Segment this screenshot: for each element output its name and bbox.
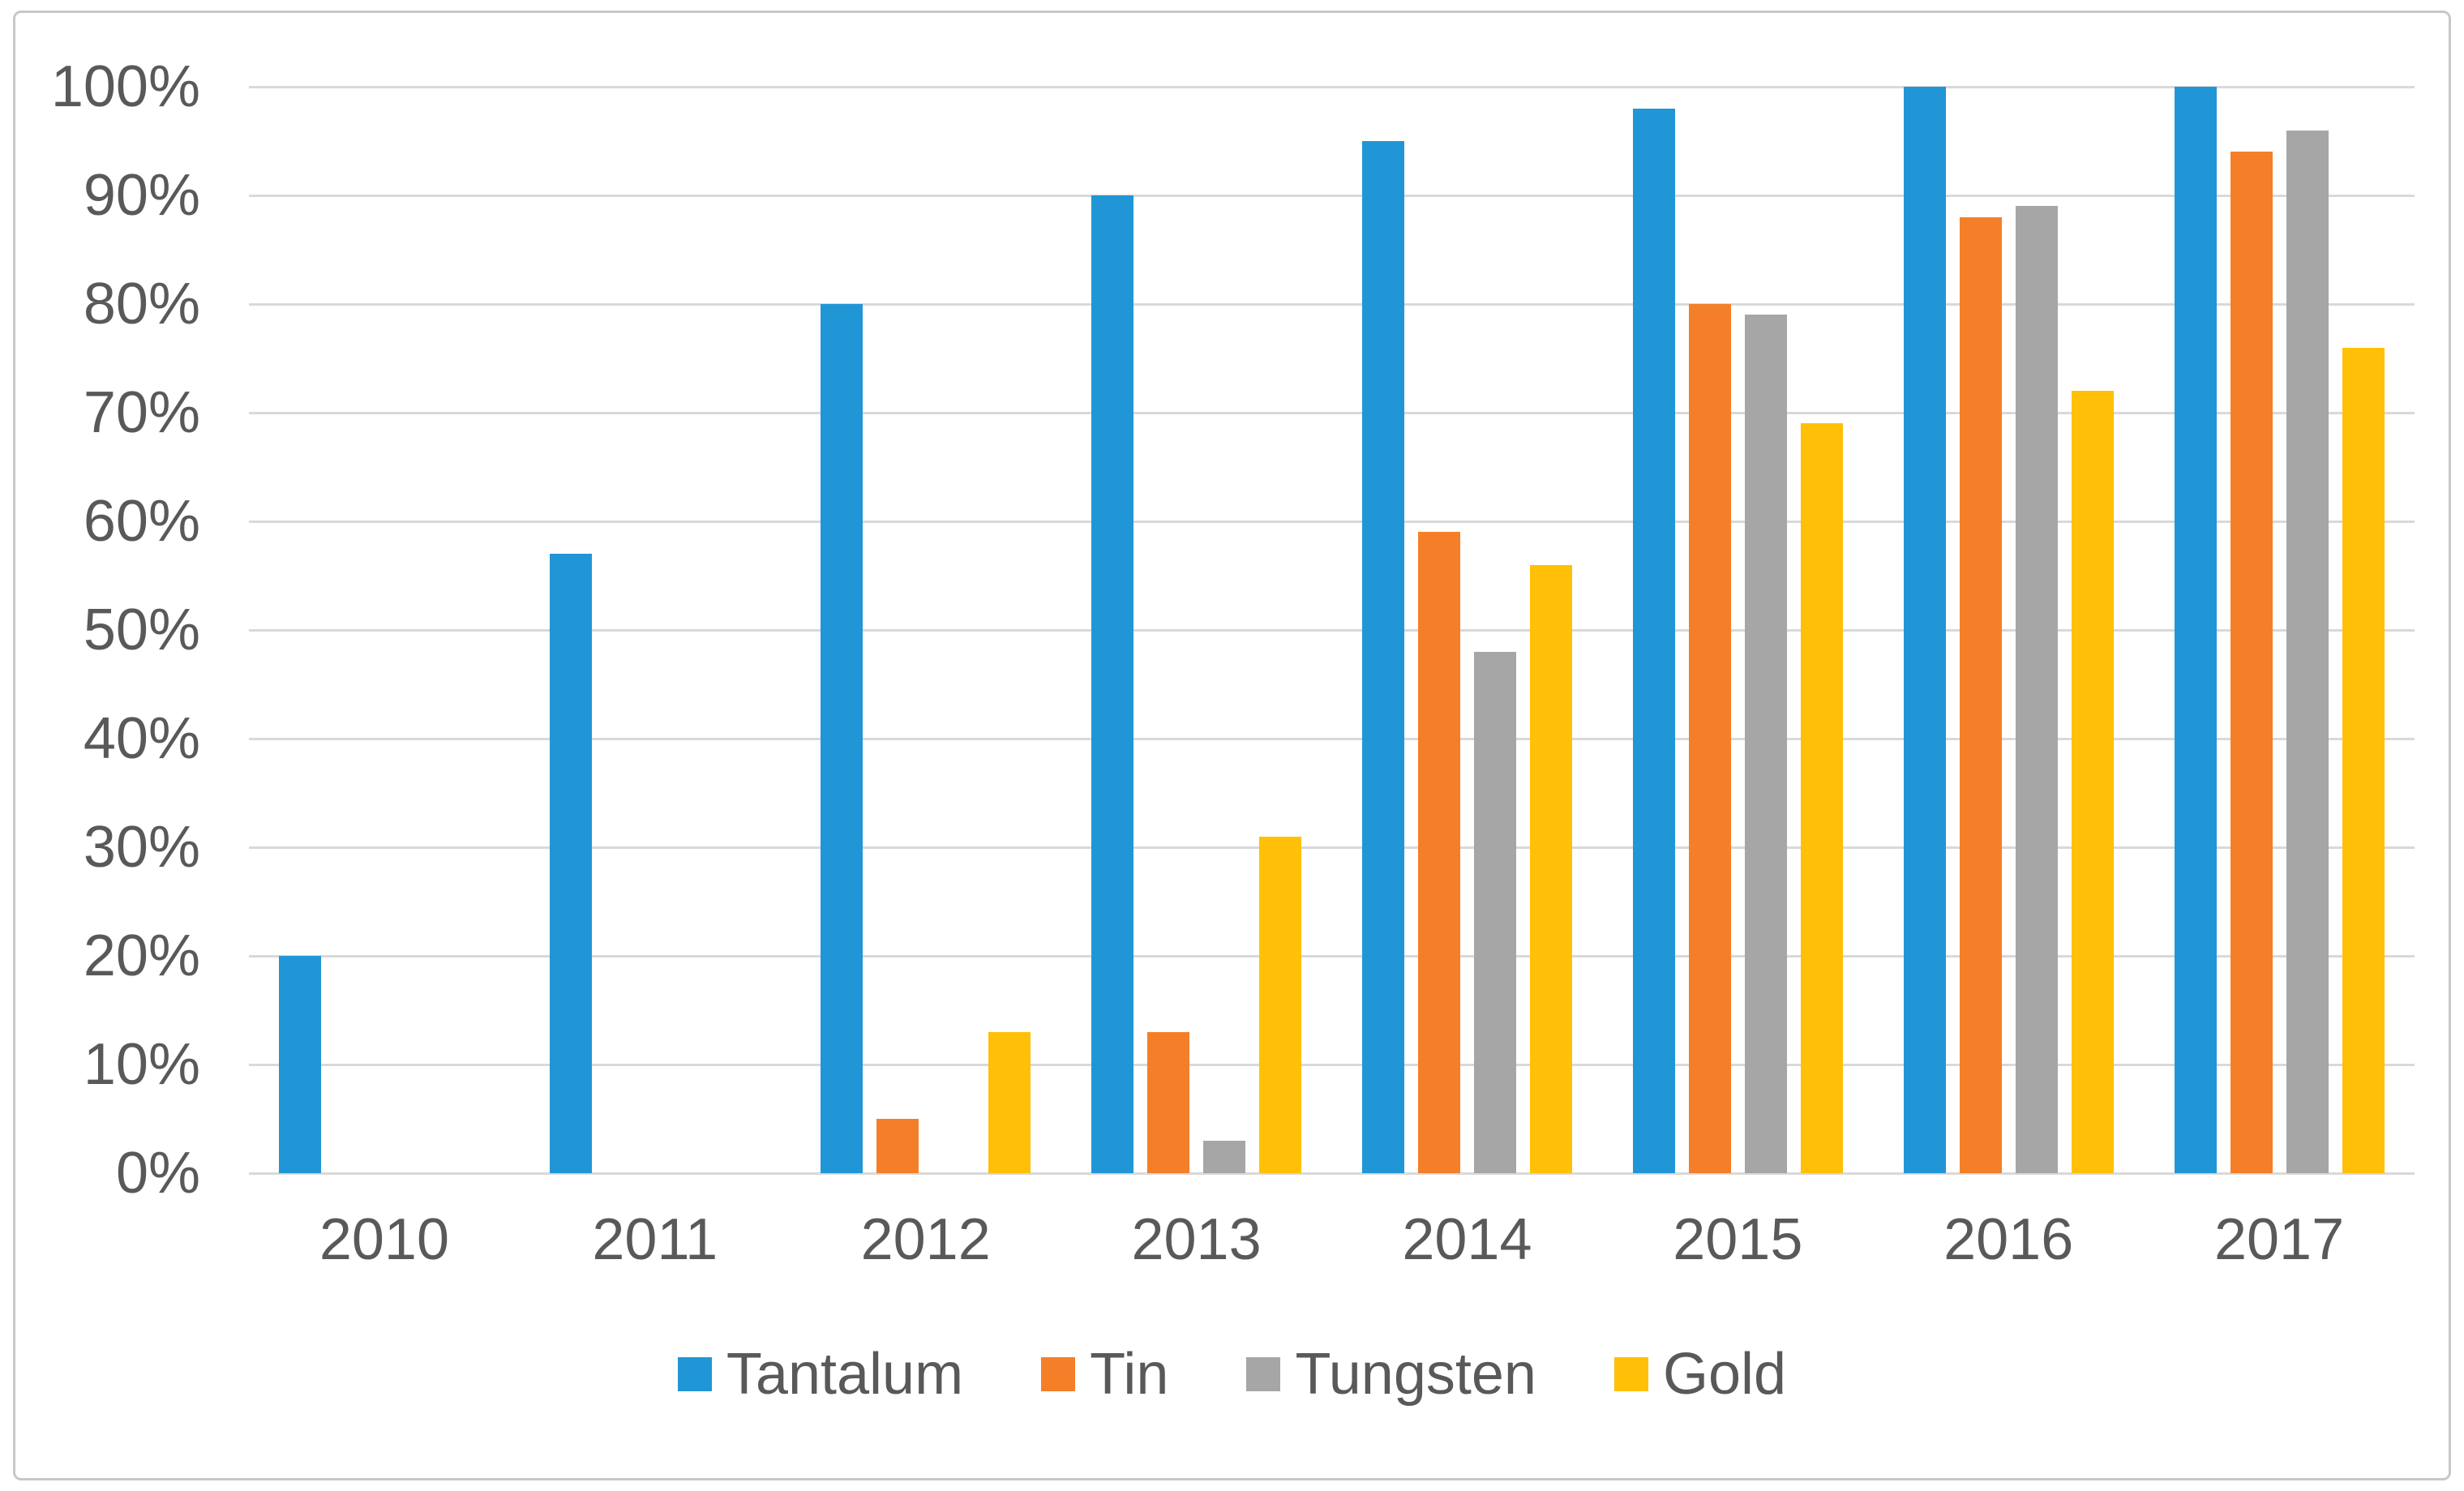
y-axis-tick-label: 40%: [83, 706, 200, 771]
y-axis-tick-label: 90%: [83, 163, 200, 228]
bar-group-2010: [249, 87, 520, 1173]
bar-tantalum-2015: [1632, 108, 1675, 1173]
bar-tungsten-2014: [1473, 651, 1516, 1173]
bar-tungsten-2016: [2015, 206, 2058, 1173]
bar-tin-2017: [2230, 152, 2273, 1173]
legend-item-tantalum: Tantalum: [677, 1341, 964, 1407]
bar-group-2011: [520, 87, 791, 1173]
x-axis-label-2011: 2011: [592, 1207, 718, 1272]
bar-group-2014: [1332, 87, 1603, 1173]
bar-gold-2016: [2071, 391, 2114, 1173]
gridline: [249, 85, 2415, 88]
bar-tin-2014: [1417, 532, 1460, 1173]
bar-tantalum-2017: [2174, 87, 2217, 1173]
gridline: [249, 954, 2415, 958]
legend-label: Tantalum: [726, 1342, 964, 1407]
bar-tantalum-2011: [550, 554, 593, 1173]
legend-label: Gold: [1662, 1342, 1787, 1407]
bar-tantalum-2012: [821, 304, 863, 1173]
bar-group-2016: [1873, 87, 2144, 1173]
bar-tantalum-2013: [1091, 195, 1134, 1173]
x-axis-label-2014: 2014: [1402, 1207, 1532, 1272]
bar-gold-2014: [1529, 564, 1572, 1173]
gridline: [249, 302, 2415, 306]
legend-swatch-tantalum: [677, 1357, 712, 1391]
gridline: [249, 1172, 2415, 1175]
y-axis-tick-label: 50%: [83, 598, 200, 662]
bar-gold-2012: [988, 1031, 1031, 1173]
bar-group-2012: [791, 87, 1061, 1173]
y-axis-tick-label: 20%: [83, 923, 200, 988]
bar-tungsten-2013: [1203, 1140, 1246, 1173]
gridline: [249, 628, 2415, 632]
x-axis: 2010 2011 2012 2013 2014 2015 2016 2017: [249, 1206, 2415, 1287]
bar-tin-2016: [1959, 216, 2002, 1173]
x-axis-label-2017: 2017: [2213, 1207, 2345, 1272]
x-axis-label-2012: 2012: [860, 1207, 991, 1272]
legend-label: Tin: [1090, 1342, 1169, 1407]
bar-tin-2012: [876, 1119, 919, 1173]
x-axis-label-2010: 2010: [319, 1207, 450, 1272]
plot-area: [249, 85, 2415, 1175]
bar-group-2015: [1602, 87, 1873, 1173]
bar-group-2013: [1061, 87, 1332, 1173]
legend-item-gold: Gold: [1613, 1341, 1787, 1407]
legend-swatch-tin: [1041, 1357, 1076, 1391]
x-axis-label-2015: 2015: [1673, 1207, 1803, 1272]
y-axis-tick-label: 70%: [83, 380, 200, 445]
legend-swatch-tungsten: [1246, 1357, 1281, 1391]
bar-gold-2013: [1259, 836, 1302, 1173]
legend-item-tin: Tin: [1041, 1341, 1168, 1407]
y-axis-tick-label: 30%: [83, 815, 200, 880]
gridline: [249, 1063, 2415, 1066]
y-axis-tick-label: 0%: [115, 1141, 200, 1206]
bar-tin-2013: [1147, 1031, 1190, 1173]
legend-item-tungsten: Tungsten: [1246, 1341, 1536, 1407]
bar-tungsten-2015: [1744, 315, 1787, 1173]
y-axis-tick-label: 100%: [50, 54, 200, 119]
gridline: [249, 520, 2415, 523]
y-axis-tick-label: 80%: [83, 272, 200, 336]
bar-tungsten-2017: [2286, 130, 2329, 1173]
bar-tin-2015: [1688, 304, 1731, 1173]
legend-label: Tungsten: [1295, 1342, 1536, 1407]
x-axis-label-2016: 2016: [1943, 1207, 2074, 1272]
y-axis-tick-label: 10%: [83, 1032, 200, 1097]
y-axis-tick-label: 60%: [83, 489, 200, 554]
x-axis-label-2013: 2013: [1131, 1207, 1262, 1272]
bar-tantalum-2010: [279, 956, 322, 1173]
gridline: [249, 737, 2415, 740]
y-axis: 100% 90% 80% 70% 60% 50% 40% 30% 20% 10% 0%: [0, 54, 200, 1206]
bar-gold-2017: [2342, 347, 2385, 1173]
bar-tantalum-2014: [1361, 141, 1404, 1173]
gridline: [249, 194, 2415, 197]
bar-gold-2015: [1800, 423, 1843, 1173]
gridline: [249, 846, 2415, 849]
chart-legend: Tantalum Tin Tungsten Gold: [0, 1334, 2464, 1415]
gridline: [249, 411, 2415, 414]
bar-tantalum-2016: [1903, 87, 1946, 1173]
legend-swatch-gold: [1613, 1357, 1648, 1391]
bar-group-2017: [2144, 87, 2415, 1173]
bar-series-area: [249, 87, 2415, 1173]
